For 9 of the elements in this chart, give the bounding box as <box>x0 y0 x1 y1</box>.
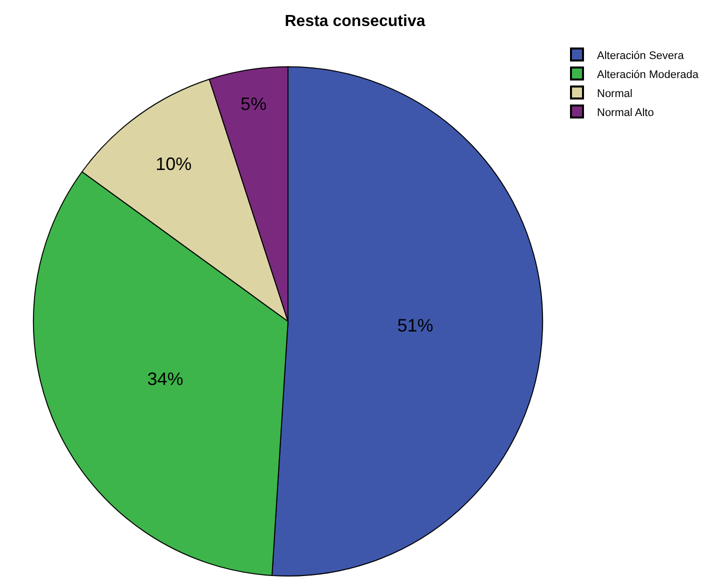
legend-label: Normal <box>597 88 632 100</box>
legend-label: Alteración Severa <box>597 50 685 62</box>
legend-label: Alteración Moderada <box>597 68 700 81</box>
chart-title: Resta consecutiva <box>284 12 426 30</box>
data-label: 5% <box>240 94 267 114</box>
data-label: 51% <box>397 315 434 336</box>
data-label: 10% <box>156 154 192 174</box>
data-label: 34% <box>147 369 184 390</box>
legend-label: Normal Alto <box>597 106 654 119</box>
